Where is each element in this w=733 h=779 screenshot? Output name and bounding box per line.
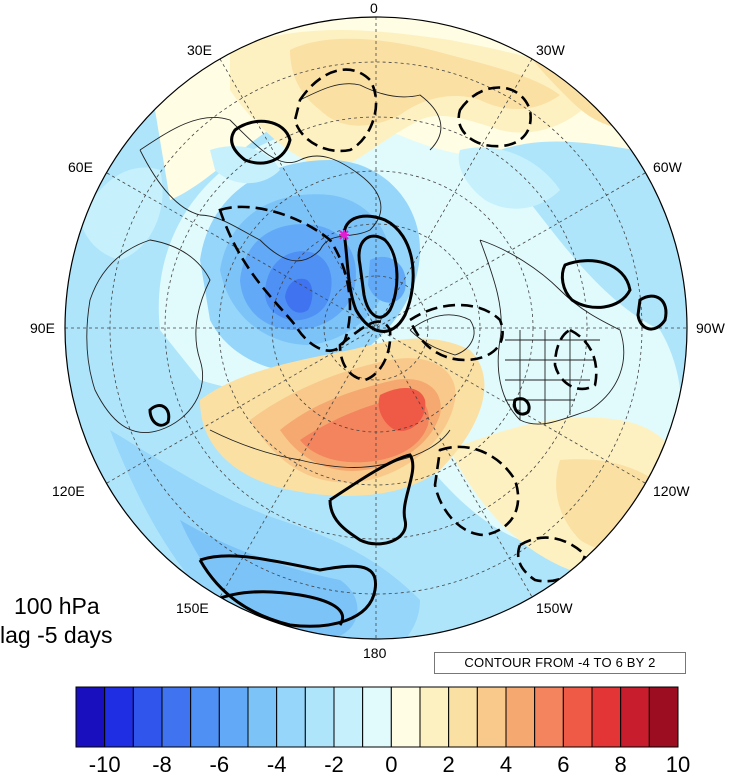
colorbar-box (75, 686, 106, 748)
contour-negative (293, 68, 378, 153)
contour-positive (512, 397, 531, 416)
colorbar-box (562, 686, 593, 748)
colorbar-tick-label: -10 (88, 752, 121, 777)
contour-positive (148, 404, 171, 427)
colorbar-box (190, 686, 220, 748)
contour-negative (553, 328, 598, 391)
colorbar-box (304, 686, 335, 748)
colorbar-box (419, 686, 450, 748)
colorbar-tick-label: -8 (152, 752, 172, 777)
colorbar-box (505, 686, 536, 748)
lon-label-60w: 60W (653, 159, 682, 175)
contour-negative (433, 445, 520, 537)
contour-positive (198, 554, 377, 628)
lon-label-30w: 30W (536, 42, 565, 58)
contour-positive (328, 453, 415, 546)
contour-info-box: CONTOUR FROM -4 TO 6 BY 2 (434, 652, 686, 674)
colorbar-box (591, 686, 622, 748)
colorbar-tick-label: 10 (665, 752, 691, 777)
colorbar-box (247, 686, 278, 748)
level-label: 100 hPa (14, 593, 100, 619)
colorbar-box (620, 686, 650, 748)
colorbar-box (390, 686, 421, 748)
contour-negative (457, 86, 532, 148)
coastlines (86, 83, 625, 468)
contours (148, 119, 668, 628)
colorbar-box (362, 686, 392, 748)
lon-label-180: 180 (363, 645, 387, 661)
contour-positive (342, 214, 415, 333)
lon-label-30e: 30E (187, 42, 212, 58)
marker-asterisk (339, 230, 349, 240)
colorbar-box (132, 686, 163, 748)
colorbar-box (104, 686, 134, 748)
contour-positive (357, 234, 399, 319)
colorbar (75, 686, 679, 748)
lon-label-60e: 60E (68, 159, 93, 175)
colorbar-box (276, 686, 306, 748)
lon-label-0: 0 (370, 0, 378, 16)
lon-label-150e: 150E (176, 600, 209, 616)
colorbar-box (161, 686, 192, 748)
graticule (65, 17, 687, 639)
colorbar-tick-label: 6 (557, 752, 570, 777)
colorbar-box (476, 686, 507, 748)
colorbar-tick-label: -2 (324, 752, 344, 777)
colorbar-box (333, 686, 364, 748)
contour-positive (560, 259, 632, 309)
lon-label-90w: 90W (696, 320, 725, 336)
map-boundary (64, 16, 688, 640)
colorbar-tick-label: 0 (385, 752, 398, 777)
colorbar-box (218, 686, 249, 748)
colorbar-tick-label: 2 (442, 752, 455, 777)
colorbar-box (534, 686, 564, 748)
colorbar-tick-label: -4 (266, 752, 287, 777)
lon-label-90e: 90E (30, 320, 55, 336)
colorbar-tick-label: 8 (614, 752, 627, 777)
contour-positive (636, 294, 668, 331)
contour-negative (338, 320, 392, 382)
contour-positive (230, 119, 292, 165)
contours-negative (218, 68, 598, 583)
lag-label: lag -5 days (0, 622, 113, 648)
colorbar-tick-label: 4 (499, 752, 513, 777)
contour-positive (214, 590, 344, 626)
colorbar-box (648, 686, 679, 748)
colorbar-box (448, 686, 478, 748)
lon-label-150w: 150W (536, 600, 573, 616)
lon-label-120e: 120E (52, 483, 85, 499)
polar-map (64, 16, 688, 640)
colorbar-tick-label: -6 (209, 752, 230, 777)
contour-negative (408, 303, 504, 362)
lon-label-120w: 120W (653, 483, 690, 499)
